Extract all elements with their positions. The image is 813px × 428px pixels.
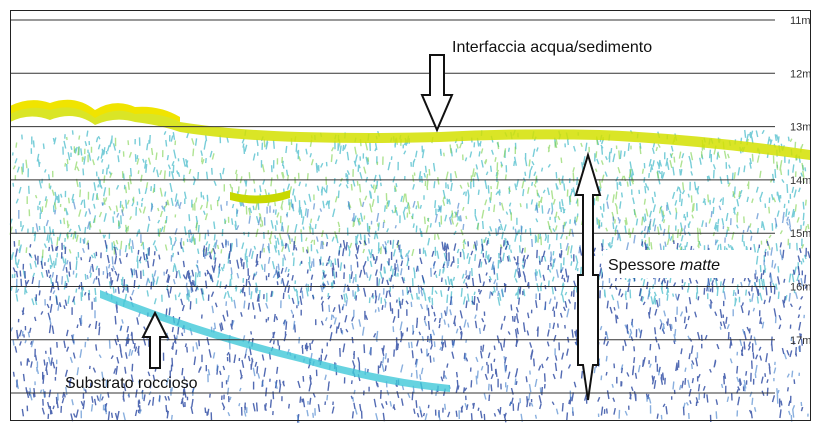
depth-label: 13m: [790, 122, 811, 134]
depth-label: 16m: [790, 282, 811, 294]
sonar-profile: 11m 12m 13m 14m 15m 16m 17m Interfaccia acqua/…: [0, 0, 813, 428]
depth-label: 14m: [790, 175, 811, 187]
thickness-label: Spessore matte: [608, 257, 720, 274]
depth-label: 15m: [790, 228, 811, 240]
depth-label: 11m: [790, 15, 811, 27]
thickness-arrow: [576, 155, 600, 400]
thickness-text: Spessore: [608, 257, 676, 274]
substrate-label: Substrato roccioso: [65, 375, 198, 392]
thickness-emphasis: matte: [680, 257, 720, 274]
interface-label: Interfaccia acqua/sedimento: [452, 39, 652, 56]
depth-label: 12m: [790, 68, 811, 80]
depth-label: 17m: [790, 335, 811, 347]
